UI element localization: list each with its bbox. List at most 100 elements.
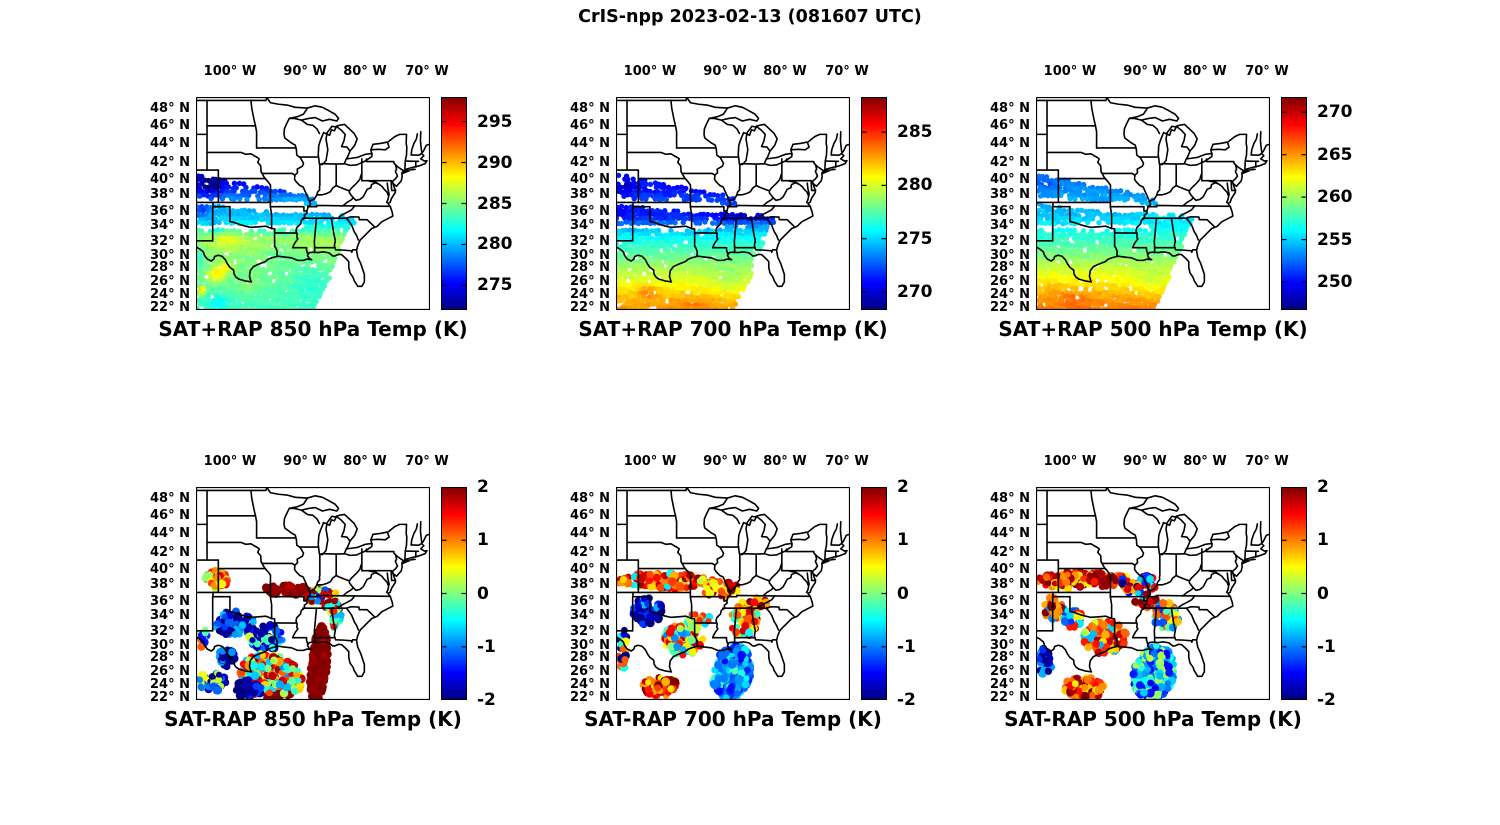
colorbar-tick-label: 270 <box>897 281 933 302</box>
lat-tick-label: 40° N <box>570 171 610 187</box>
colorbar-tick-label: 275 <box>477 275 513 296</box>
lat-tick-label: 30° N <box>570 637 610 653</box>
lat-tick-label: 32° N <box>150 233 190 249</box>
lon-tick-label: 80° W <box>1183 454 1227 469</box>
lat-tick-label: 44° N <box>150 136 190 152</box>
lat-tick-label: 48° N <box>990 491 1030 507</box>
lat-tick-label: 42° N <box>150 154 190 170</box>
lat-tick-label: 22° N <box>990 689 1030 705</box>
lat-tick-label: 24° N <box>150 286 190 302</box>
colorbar <box>441 97 467 310</box>
colorbar-tick-label: 1 <box>897 530 909 551</box>
colorbar-tick-label: 1 <box>1317 530 1329 551</box>
lat-tick-label: 48° N <box>150 491 190 507</box>
panel-sat-minus-700: SAT-RAP 700 hPa Temp (K) 100° W 90° W 80° … <box>570 454 916 731</box>
lat-tick-label: 34° N <box>990 608 1030 624</box>
lon-tick-label: 90° W <box>703 64 747 79</box>
colorbar-tick-label: 285 <box>477 193 513 214</box>
lat-tick-label: 28° N <box>990 260 1030 276</box>
colorbar-tick-label: 285 <box>897 122 933 143</box>
lat-tick-label: 48° N <box>570 491 610 507</box>
lon-tick-label: 100° W <box>623 64 677 79</box>
lat-tick-label: 38° N <box>570 186 610 202</box>
map-canvas <box>196 487 430 700</box>
lon-tick-label: 90° W <box>1123 64 1167 79</box>
colorbar-tick-label: 280 <box>477 234 513 255</box>
lat-tick-label: 24° N <box>570 676 610 692</box>
colorbar-tick-label: 250 <box>1317 271 1353 292</box>
lat-tick-label: 28° N <box>570 650 610 666</box>
panel-title: SAT+RAP 700 hPa Temp (K) <box>578 317 888 341</box>
colorbar-tick-label: 0 <box>1317 583 1329 604</box>
lon-tick-label: 80° W <box>343 64 387 79</box>
colorbar-tick-label: -2 <box>477 690 496 710</box>
lat-tick-label: 36° N <box>150 593 190 609</box>
colorbar-tick-label: 1 <box>477 530 489 551</box>
lat-tick-label: 26° N <box>990 274 1030 290</box>
lat-tick-label: 24° N <box>570 286 610 302</box>
lat-tick-label: 46° N <box>990 508 1030 524</box>
lat-tick-label: 28° N <box>570 260 610 276</box>
colorbar-tick-label: 260 <box>1317 187 1353 208</box>
colorbar <box>861 487 887 700</box>
lat-tick-label: 42° N <box>990 544 1030 560</box>
lat-tick-label: 36° N <box>990 593 1030 609</box>
lat-tick-label: 28° N <box>150 260 190 276</box>
colorbar-tick-label: 255 <box>1317 229 1353 250</box>
figure-title: CrIS-npp 2023-02-13 (081607 UTC) <box>578 7 922 27</box>
lat-tick-label: 44° N <box>150 526 190 542</box>
lat-tick-label: 42° N <box>150 544 190 560</box>
lat-tick-label: 36° N <box>150 203 190 219</box>
lat-tick-label: 44° N <box>570 136 610 152</box>
colorbar <box>1281 97 1307 310</box>
lat-tick-label: 22° N <box>150 299 190 315</box>
colorbar-tick-label: 2 <box>1317 477 1329 497</box>
lon-tick-label: 100° W <box>203 64 257 79</box>
lon-tick-label: 90° W <box>283 64 327 79</box>
lat-tick-label: 42° N <box>570 154 610 170</box>
lat-tick-label: 38° N <box>990 186 1030 202</box>
lat-tick-label: 28° N <box>150 650 190 666</box>
lon-tick-label: 80° W <box>1183 64 1227 79</box>
map-canvas <box>196 97 430 310</box>
lat-tick-label: 38° N <box>990 576 1030 592</box>
lon-tick-label: 80° W <box>763 454 807 469</box>
panel-title: SAT-RAP 850 hPa Temp (K) <box>164 707 462 731</box>
lat-tick-label: 40° N <box>150 561 190 577</box>
lat-tick-label: 46° N <box>150 118 190 134</box>
lon-tick-label: 70° W <box>1245 454 1289 469</box>
lat-tick-label: 24° N <box>990 676 1030 692</box>
lon-tick-label: 100° W <box>203 454 257 469</box>
lat-tick-label: 32° N <box>990 233 1030 249</box>
lat-tick-label: 26° N <box>150 274 190 290</box>
lat-tick-label: 44° N <box>990 526 1030 542</box>
lon-tick-label: 100° W <box>1043 64 1097 79</box>
lat-tick-label: 44° N <box>990 136 1030 152</box>
colorbar-tick-label: 295 <box>477 111 513 132</box>
panel-title: SAT+RAP 850 hPa Temp (K) <box>158 317 468 341</box>
lat-tick-label: 46° N <box>150 508 190 524</box>
lat-tick-label: 34° N <box>990 218 1030 234</box>
lat-tick-label: 42° N <box>570 544 610 560</box>
lat-tick-label: 40° N <box>150 171 190 187</box>
colorbar <box>441 487 467 700</box>
lat-tick-label: 26° N <box>990 664 1030 680</box>
colorbar-tick-label: 2 <box>897 477 909 497</box>
map-canvas <box>616 97 850 310</box>
panel-sat-plus-850: SAT+RAP 850 hPa Temp (K) 100° W 90° W 80° … <box>150 64 513 341</box>
lat-tick-label: 48° N <box>570 101 610 117</box>
lat-tick-label: 38° N <box>150 186 190 202</box>
lat-tick-label: 42° N <box>990 154 1030 170</box>
lat-tick-label: 36° N <box>570 593 610 609</box>
colorbar <box>1281 487 1307 700</box>
panel-sat-plus-500: SAT+RAP 500 hPa Temp (K) 100° W 90° W 80° … <box>990 64 1353 341</box>
colorbar-tick-label: 0 <box>477 583 489 604</box>
lat-tick-label: 38° N <box>570 576 610 592</box>
lon-tick-label: 100° W <box>623 454 677 469</box>
lat-tick-label: 22° N <box>570 689 610 705</box>
colorbar-tick-label: 290 <box>477 152 513 173</box>
lon-tick-label: 90° W <box>703 454 747 469</box>
lon-tick-label: 70° W <box>825 454 869 469</box>
lat-tick-label: 46° N <box>570 118 610 134</box>
lat-tick-label: 22° N <box>990 299 1030 315</box>
